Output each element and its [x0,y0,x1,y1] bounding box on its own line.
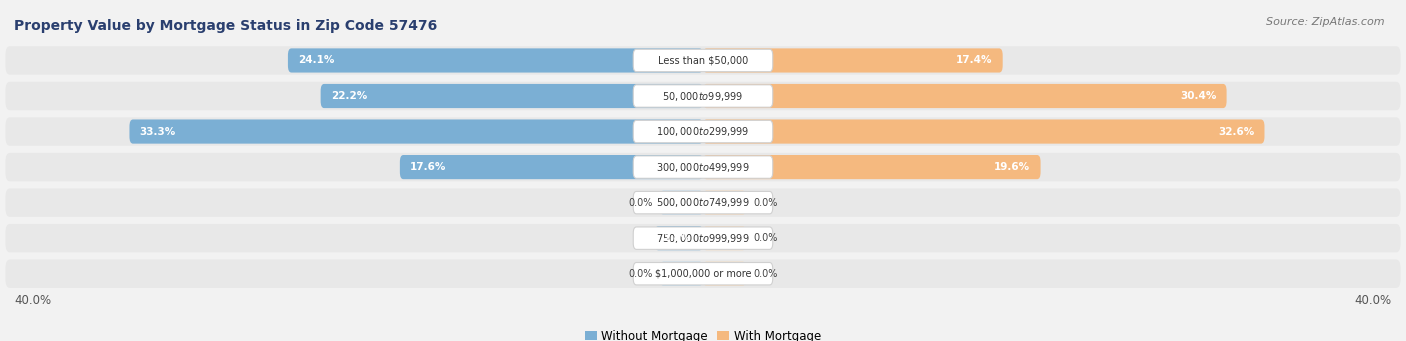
Text: 32.6%: 32.6% [1218,127,1254,136]
Text: 33.3%: 33.3% [139,127,176,136]
Legend: Without Mortgage, With Mortgage: Without Mortgage, With Mortgage [585,330,821,341]
Text: 24.1%: 24.1% [298,56,335,65]
Text: 0.0%: 0.0% [628,198,652,208]
FancyBboxPatch shape [633,191,773,214]
Text: 0.0%: 0.0% [754,269,778,279]
FancyBboxPatch shape [659,191,703,215]
Text: 30.4%: 30.4% [1180,91,1216,101]
Text: 22.2%: 22.2% [330,91,367,101]
FancyBboxPatch shape [703,48,1002,73]
Text: 2.8%: 2.8% [664,233,690,243]
FancyBboxPatch shape [633,263,773,285]
Text: Property Value by Mortgage Status in Zip Code 57476: Property Value by Mortgage Status in Zip… [14,19,437,33]
FancyBboxPatch shape [6,117,1400,146]
FancyBboxPatch shape [659,262,703,286]
Text: 0.0%: 0.0% [628,269,652,279]
Text: $300,000 to $499,999: $300,000 to $499,999 [657,161,749,174]
Text: 19.6%: 19.6% [994,162,1031,172]
Text: Less than $50,000: Less than $50,000 [658,56,748,65]
Text: $750,000 to $999,999: $750,000 to $999,999 [657,232,749,245]
FancyBboxPatch shape [633,49,773,72]
FancyBboxPatch shape [633,85,773,107]
FancyBboxPatch shape [655,226,703,250]
FancyBboxPatch shape [129,119,703,144]
Text: $500,000 to $749,999: $500,000 to $749,999 [657,196,749,209]
FancyBboxPatch shape [288,48,703,73]
Text: 0.0%: 0.0% [754,233,778,243]
FancyBboxPatch shape [703,84,1226,108]
FancyBboxPatch shape [703,155,1040,179]
Text: Source: ZipAtlas.com: Source: ZipAtlas.com [1267,17,1385,27]
FancyBboxPatch shape [6,260,1400,288]
Text: 0.0%: 0.0% [754,198,778,208]
FancyBboxPatch shape [6,224,1400,252]
FancyBboxPatch shape [6,153,1400,181]
FancyBboxPatch shape [6,189,1400,217]
Text: 40.0%: 40.0% [1355,294,1392,307]
FancyBboxPatch shape [703,226,747,250]
FancyBboxPatch shape [703,119,1264,144]
FancyBboxPatch shape [703,262,747,286]
FancyBboxPatch shape [6,82,1400,110]
FancyBboxPatch shape [321,84,703,108]
FancyBboxPatch shape [399,155,703,179]
Text: $100,000 to $299,999: $100,000 to $299,999 [657,125,749,138]
Text: 17.6%: 17.6% [411,162,447,172]
FancyBboxPatch shape [703,191,747,215]
Text: 17.4%: 17.4% [956,56,993,65]
Text: $50,000 to $99,999: $50,000 to $99,999 [662,89,744,103]
Text: 40.0%: 40.0% [14,294,51,307]
FancyBboxPatch shape [633,120,773,143]
FancyBboxPatch shape [633,227,773,249]
Text: $1,000,000 or more: $1,000,000 or more [655,269,751,279]
FancyBboxPatch shape [633,156,773,178]
FancyBboxPatch shape [6,46,1400,75]
